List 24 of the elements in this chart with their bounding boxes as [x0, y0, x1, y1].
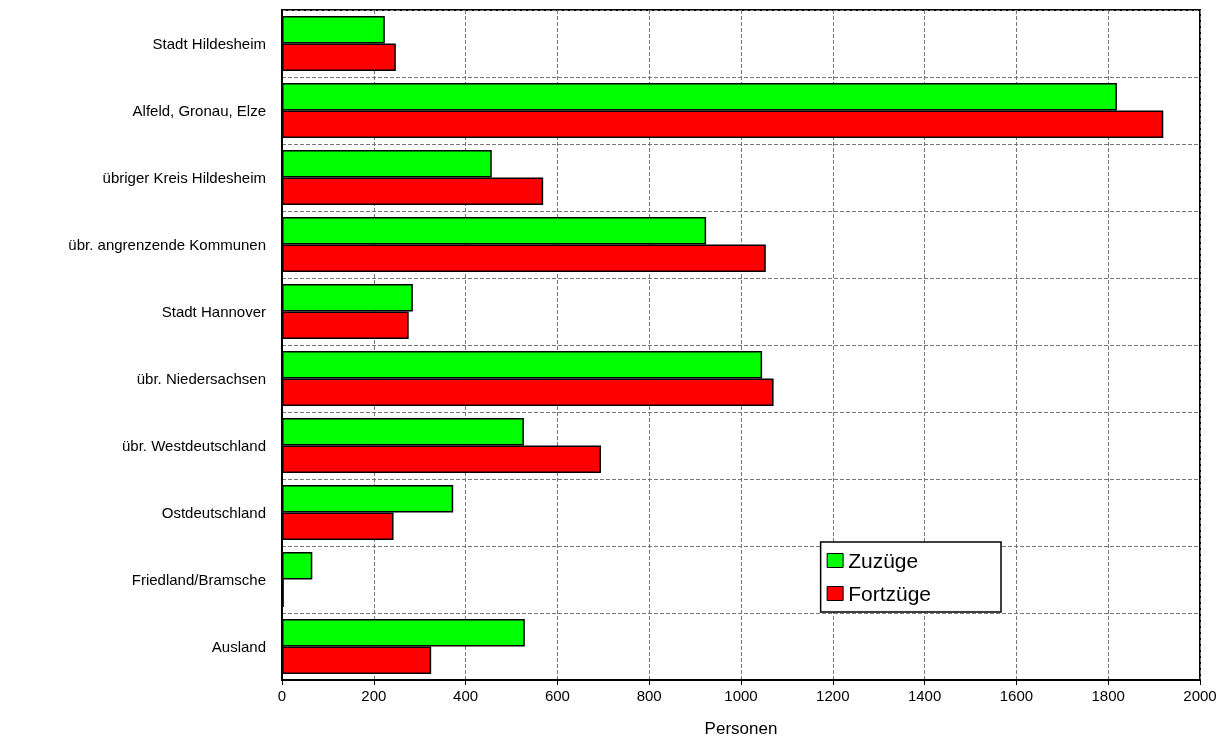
x-tick-label: 1400 — [907, 687, 942, 704]
y-tick-label: Stadt Hannover — [161, 303, 266, 320]
x-tick-label: 2000 — [1183, 687, 1217, 704]
legend-label: Zuzüge — [848, 549, 919, 572]
y-tick-label: übr. Niedersachsen — [136, 370, 266, 387]
y-tick-label: übr. angrenzende Kommunen — [68, 236, 266, 253]
y-tick-label: Stadt Hildesheim — [152, 35, 266, 52]
x-tick-label: 800 — [636, 687, 662, 704]
x-tick-label: 0 — [277, 687, 287, 704]
x-tick-label: 1600 — [999, 687, 1034, 704]
y-tick-label: Friedland/Bramsche — [131, 571, 266, 588]
x-tick-label: 1000 — [724, 687, 758, 704]
legend-label: Fortzüge — [848, 582, 931, 605]
x-tick-label: 200 — [361, 687, 387, 704]
y-tick-label: Ostdeutschland — [161, 504, 266, 521]
y-tick-label: Alfeld, Gronau, Elze — [132, 102, 266, 119]
x-axis-title: Personen — [704, 719, 778, 738]
y-tick-label: übr. Westdeutschland — [122, 437, 266, 454]
y-tick-label: übriger Kreis Hildesheim — [102, 169, 266, 186]
y-tick-label: Ausland — [211, 638, 266, 655]
x-tick-label: 1800 — [1091, 687, 1125, 704]
x-tick-label: 600 — [544, 687, 570, 704]
x-tick-label: 400 — [453, 687, 479, 704]
x-tick-label: 1200 — [816, 687, 850, 704]
